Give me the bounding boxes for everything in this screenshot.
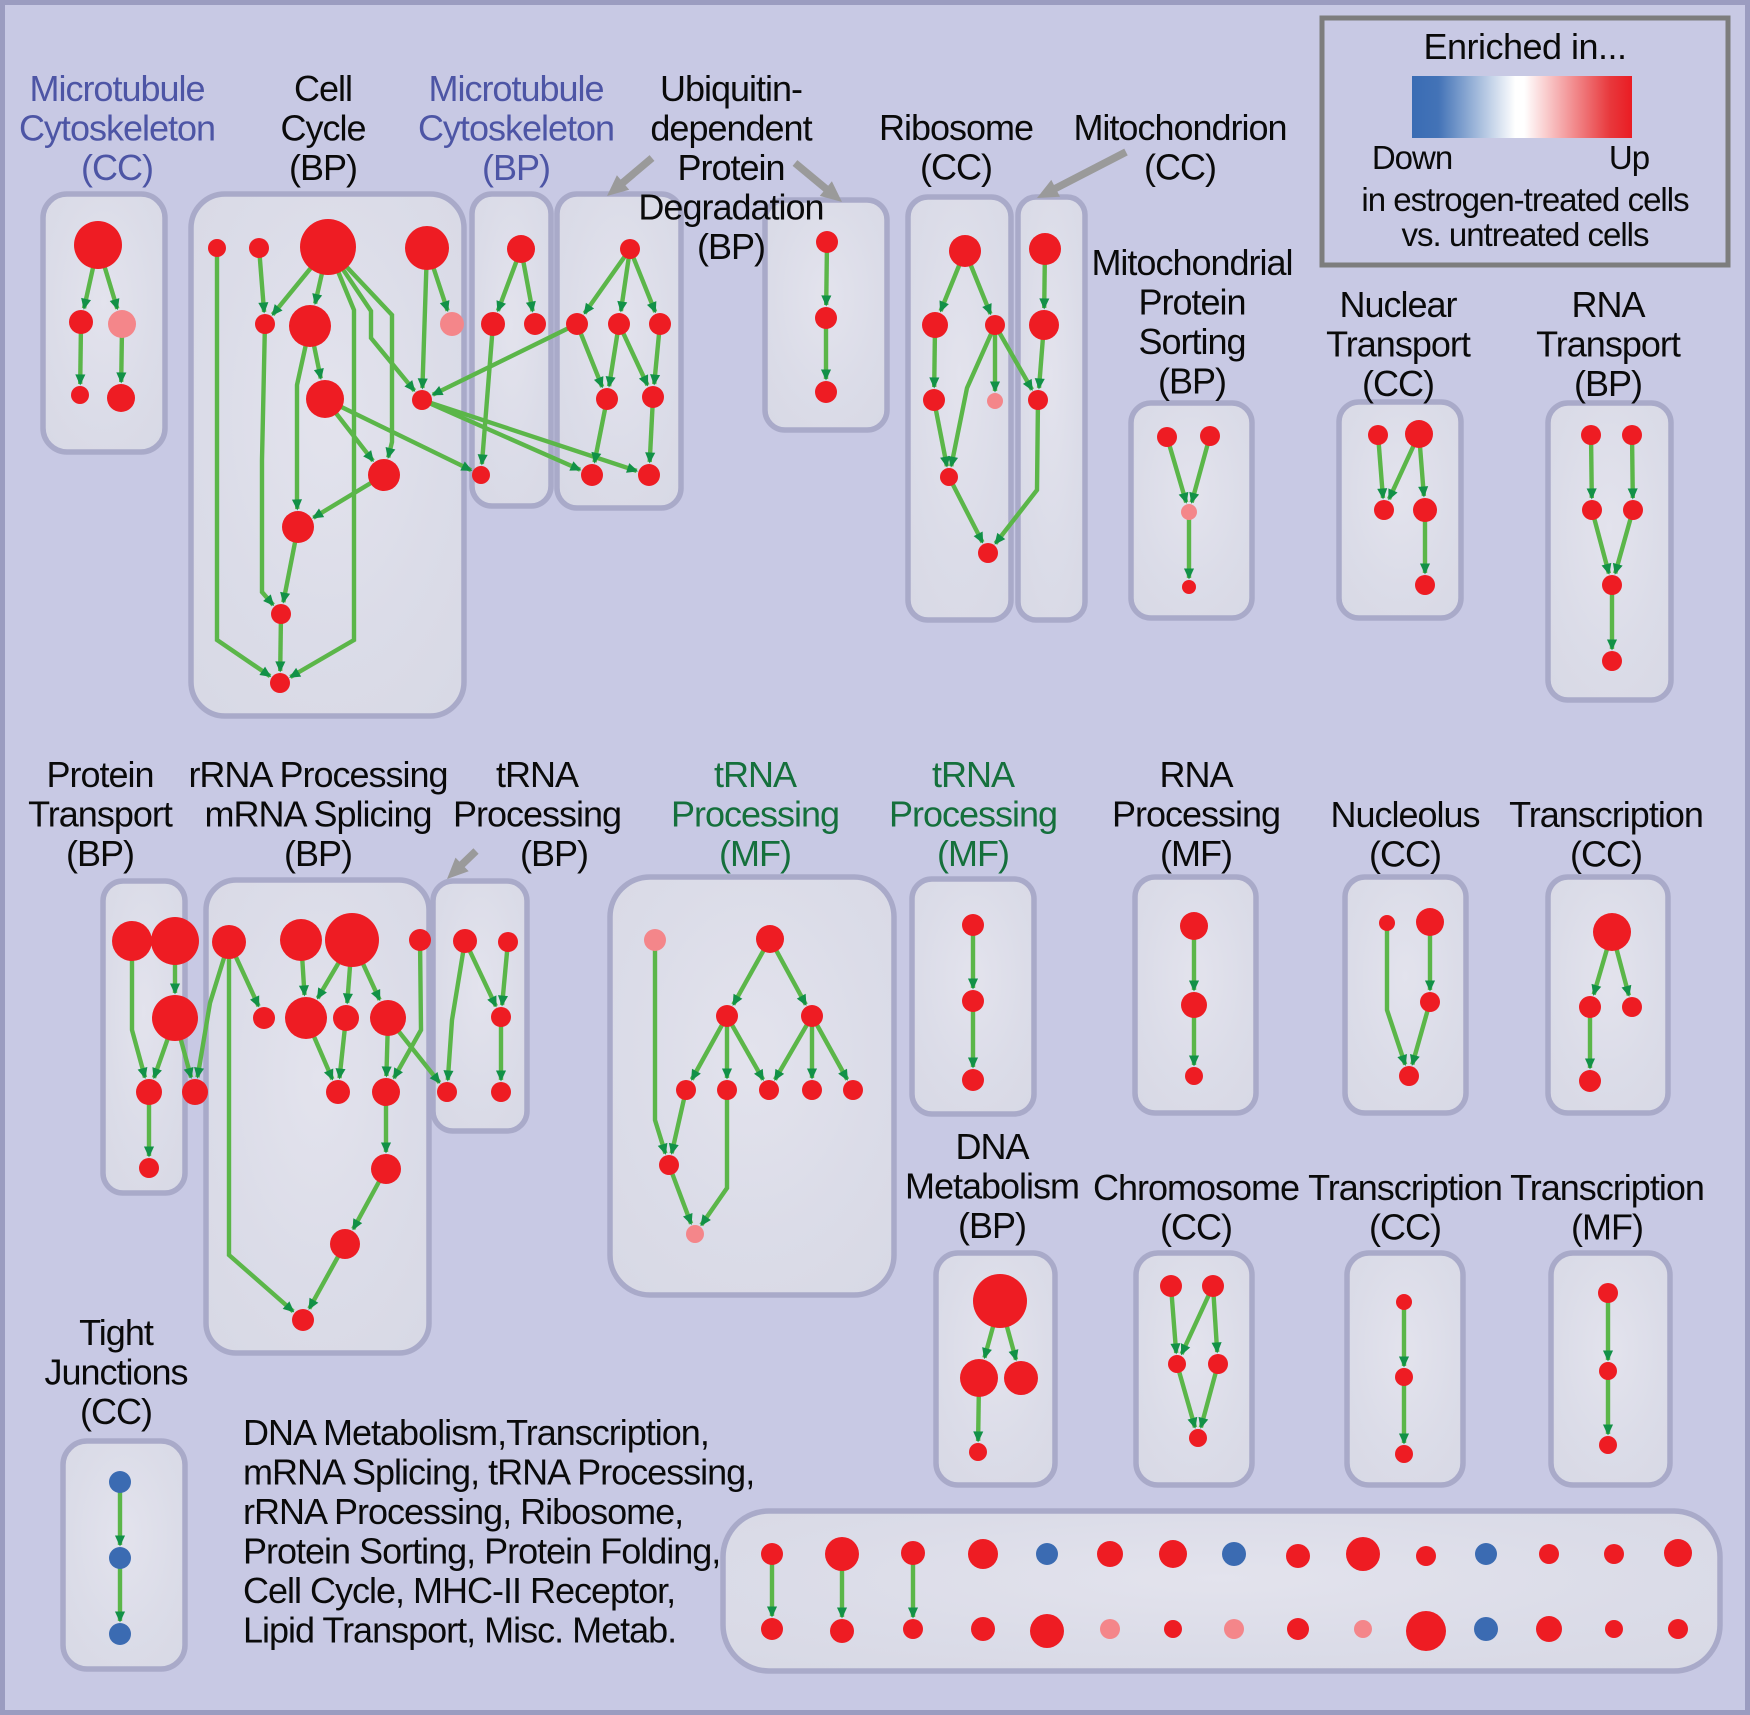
svg-text:(CC): (CC) (920, 147, 992, 188)
svg-text:tRNA: tRNA (932, 754, 1015, 795)
svg-text:mRNA Splicing, tRNA Processing: mRNA Splicing, tRNA Processing, (243, 1452, 754, 1493)
svg-text:(BP): (BP) (697, 226, 765, 267)
svg-text:RNA: RNA (1571, 284, 1645, 325)
svg-text:tRNA: tRNA (714, 754, 797, 795)
svg-text:RNA: RNA (1159, 754, 1233, 795)
svg-text:(CC): (CC) (1362, 363, 1434, 404)
svg-text:(CC): (CC) (1369, 1207, 1441, 1248)
svg-text:Mitochondrion: Mitochondrion (1073, 107, 1286, 148)
svg-text:Chromosome: Chromosome (1093, 1167, 1299, 1208)
svg-text:tRNA: tRNA (496, 754, 579, 795)
svg-text:(MF): (MF) (719, 833, 791, 874)
svg-text:Nuclear: Nuclear (1339, 284, 1457, 325)
svg-text:Transport: Transport (1326, 324, 1471, 365)
svg-text:(MF): (MF) (1571, 1207, 1643, 1248)
svg-text:Nucleolus: Nucleolus (1330, 794, 1479, 835)
svg-text:(CC): (CC) (1160, 1207, 1232, 1248)
svg-text:Processing: Processing (889, 794, 1057, 835)
svg-text:(BP): (BP) (482, 147, 550, 188)
svg-text:(BP): (BP) (1574, 363, 1642, 404)
svg-text:dependent: dependent (650, 108, 812, 149)
svg-text:Microtubule: Microtubule (29, 68, 204, 109)
svg-text:Cell: Cell (294, 68, 352, 109)
svg-text:(MF): (MF) (937, 833, 1009, 874)
svg-text:Ubiquitin-: Ubiquitin- (660, 68, 802, 109)
svg-text:(CC): (CC) (1369, 834, 1441, 875)
svg-text:Degradation: Degradation (638, 187, 823, 228)
svg-text:Transport: Transport (1536, 324, 1681, 365)
svg-text:Cycle: Cycle (280, 108, 365, 149)
svg-text:Transcription: Transcription (1510, 1167, 1704, 1208)
svg-text:(CC): (CC) (81, 147, 153, 188)
svg-text:Protein: Protein (677, 147, 784, 188)
svg-text:Protein: Protein (1138, 282, 1245, 323)
svg-text:Up: Up (1609, 139, 1649, 176)
svg-text:rRNA Processing: rRNA Processing (188, 754, 447, 795)
svg-text:mRNA Splicing: mRNA Splicing (204, 794, 431, 835)
svg-text:Cytoskeleton: Cytoskeleton (418, 108, 614, 149)
svg-text:Down: Down (1372, 139, 1452, 176)
svg-text:(CC): (CC) (1570, 834, 1642, 875)
svg-text:(BP): (BP) (1158, 361, 1226, 402)
svg-text:Cell Cycle, MHC-II Receptor,: Cell Cycle, MHC-II Receptor, (243, 1570, 675, 1611)
svg-text:Lipid Transport, Misc. Metab.: Lipid Transport, Misc. Metab. (243, 1610, 676, 1651)
svg-text:Enriched in...: Enriched in... (1423, 26, 1626, 67)
svg-text:(CC): (CC) (80, 1391, 152, 1432)
svg-text:Tight: Tight (79, 1312, 154, 1353)
svg-text:(BP): (BP) (520, 833, 588, 874)
svg-text:(BP): (BP) (958, 1205, 1026, 1246)
svg-text:Processing: Processing (453, 794, 621, 835)
svg-text:Processing: Processing (671, 794, 839, 835)
svg-text:vs. untreated cells: vs. untreated cells (1402, 216, 1649, 253)
svg-text:Microtubule: Microtubule (428, 68, 603, 109)
svg-text:(BP): (BP) (66, 833, 134, 874)
svg-text:Transcription: Transcription (1509, 794, 1703, 835)
svg-text:Sorting: Sorting (1138, 321, 1245, 362)
svg-text:Protein: Protein (46, 754, 153, 795)
svg-text:in estrogen-treated cells: in estrogen-treated cells (1361, 181, 1689, 218)
svg-text:Metabolism: Metabolism (905, 1166, 1079, 1207)
svg-text:Mitochondrial: Mitochondrial (1091, 242, 1292, 283)
svg-text:(BP): (BP) (289, 147, 357, 188)
svg-text:rRNA Processing, Ribosome,: rRNA Processing, Ribosome, (243, 1491, 683, 1532)
svg-text:DNA Metabolism,Transcription,: DNA Metabolism,Transcription, (243, 1412, 709, 1453)
svg-text:Ribosome: Ribosome (879, 107, 1033, 148)
svg-text:DNA: DNA (955, 1126, 1029, 1167)
svg-text:Junctions: Junctions (44, 1352, 187, 1393)
svg-text:(CC): (CC) (1144, 147, 1216, 188)
svg-text:Protein Sorting, Protein Foldi: Protein Sorting, Protein Folding, (243, 1531, 720, 1572)
svg-text:(MF): (MF) (1160, 833, 1232, 874)
svg-text:(BP): (BP) (284, 833, 352, 874)
svg-text:Processing: Processing (1112, 794, 1280, 835)
svg-text:Cytoskeleton: Cytoskeleton (19, 108, 215, 149)
svg-text:Transcription: Transcription (1308, 1167, 1502, 1208)
svg-text:Transport: Transport (28, 794, 173, 835)
